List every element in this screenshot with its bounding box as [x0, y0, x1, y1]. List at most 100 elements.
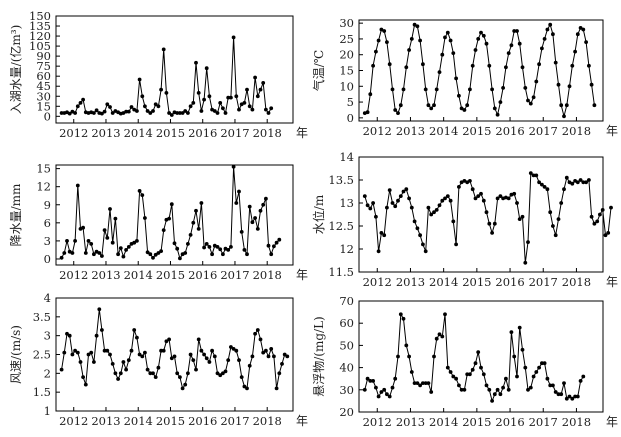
- y-tick-label: 105: [29, 39, 51, 53]
- data-point: [398, 194, 403, 199]
- y-tick-label: 2.5: [33, 348, 51, 362]
- data-point: [509, 330, 514, 334]
- data-point: [404, 187, 409, 192]
- data-point: [445, 365, 450, 370]
- data-point: [421, 242, 425, 247]
- data-point: [75, 350, 80, 355]
- y-tick-label: 40: [339, 361, 354, 375]
- data-point: [526, 387, 530, 392]
- y-tick-label: 11.5: [328, 265, 354, 279]
- y-tick-label: 90: [36, 49, 51, 63]
- data-point: [415, 24, 420, 29]
- data-point: [264, 107, 268, 112]
- data-point: [492, 221, 497, 226]
- data-point: [462, 387, 467, 392]
- chart-wind-speed: 1 1.5 2 2.5 3 3.5 4 2012 2013 2014 2015 2016 2017 201…: [9, 291, 308, 428]
- data-point: [282, 352, 287, 357]
- data-point: [129, 105, 134, 109]
- y-tick-label: 0: [44, 252, 51, 266]
- data-point: [215, 111, 220, 115]
- data-point: [234, 348, 239, 353]
- data-point: [440, 52, 445, 57]
- data-point: [156, 251, 161, 255]
- data-point: [473, 48, 478, 52]
- data-point: [481, 33, 486, 38]
- data-point: [587, 178, 591, 182]
- data-point: [445, 194, 450, 199]
- x-tick-label: 2012: [59, 414, 88, 428]
- data-point: [545, 27, 550, 32]
- data-point: [462, 179, 467, 183]
- data-point: [210, 348, 215, 353]
- y-tick-label: 15: [339, 64, 354, 78]
- data-point: [517, 41, 522, 46]
- data-point: [451, 219, 456, 224]
- data-point: [504, 376, 508, 381]
- data-point: [137, 352, 142, 357]
- data-point: [368, 206, 373, 211]
- data-point: [409, 370, 414, 374]
- data-point: [468, 87, 472, 92]
- data-point: [59, 111, 64, 115]
- data-point: [124, 367, 128, 372]
- data-point: [221, 252, 225, 257]
- data-point: [562, 114, 566, 119]
- y-tick-label: 150: [29, 9, 51, 23]
- data-point: [437, 332, 442, 337]
- data-point: [575, 394, 580, 399]
- data-point: [221, 371, 225, 376]
- data-point: [368, 379, 373, 383]
- y-tick-label: 75: [36, 59, 51, 73]
- data-point: [118, 371, 123, 376]
- data-point: [108, 352, 112, 357]
- data-point: [83, 382, 88, 387]
- y-tick-label: 3.5: [33, 310, 51, 324]
- data-point: [253, 75, 257, 80]
- data-point: [196, 337, 201, 342]
- data-point: [75, 104, 80, 109]
- data-point: [266, 111, 271, 115]
- data-point: [113, 216, 118, 221]
- y-tick-label: 0: [347, 111, 354, 125]
- data-point: [199, 348, 204, 353]
- data-point: [78, 360, 83, 364]
- data-point: [465, 103, 470, 108]
- chart-suspended-solids: 20 30 40 50 60 70 2012 2013 2014 2015 2016 2017 2018…: [312, 294, 618, 429]
- data-point: [258, 337, 263, 342]
- data-point: [531, 95, 536, 100]
- data-point: [255, 94, 260, 99]
- data-point: [62, 350, 67, 355]
- data-point: [102, 228, 107, 233]
- y-tick-label: 120: [29, 29, 51, 43]
- y-tick-label: 1: [44, 404, 51, 418]
- data-point: [540, 46, 544, 51]
- data-point: [194, 367, 198, 372]
- x-tick-label: 2013: [396, 275, 425, 289]
- data-point: [188, 233, 193, 237]
- data-point: [229, 95, 233, 100]
- data-point: [266, 354, 271, 359]
- data-point: [528, 101, 533, 106]
- data-point: [448, 38, 453, 43]
- data-point: [462, 108, 467, 112]
- data-point: [415, 226, 420, 231]
- x-tick-label: 2014: [429, 124, 458, 138]
- data-point: [506, 387, 511, 392]
- data-point: [401, 316, 406, 321]
- data-point: [374, 214, 378, 219]
- data-point: [215, 371, 220, 376]
- data-point: [434, 87, 439, 92]
- data-point: [454, 76, 458, 81]
- data-point: [490, 87, 494, 92]
- data-point: [531, 374, 536, 379]
- data-point: [490, 231, 494, 235]
- data-point: [459, 387, 464, 392]
- x-tick-label: 2017: [220, 126, 249, 140]
- plot-frame: [358, 300, 604, 413]
- data-point: [159, 87, 164, 92]
- data-point: [506, 196, 511, 201]
- data-point: [255, 227, 260, 231]
- data-point: [151, 109, 155, 113]
- data-point: [564, 103, 569, 108]
- data-point: [454, 376, 458, 381]
